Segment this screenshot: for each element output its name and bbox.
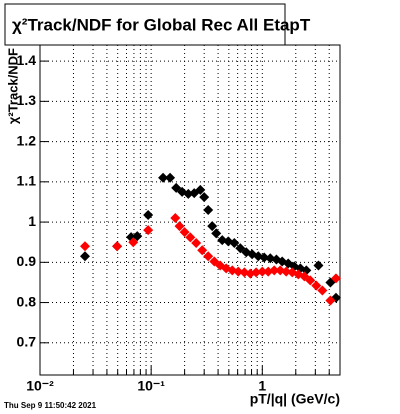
marker [207,221,218,232]
marker [311,280,322,291]
footer-date: Thu Sep 9 11:50:42 2021 [4,401,97,410]
marker [79,251,90,262]
marker [143,210,154,221]
marker [211,228,222,239]
x-tick-label: 1 [258,378,266,394]
marker [143,225,154,236]
marker [183,188,194,199]
plot-frame [39,44,341,376]
y-tick-label: 1.2 [17,132,37,148]
marker [165,172,176,183]
marker [170,213,181,224]
marker [203,205,214,215]
x-tick-label: 10⁻² [26,378,54,394]
marker [269,265,280,276]
y-tick-label: 0.9 [17,253,37,269]
y-tick-label: 1 [28,213,36,229]
marker [257,266,268,277]
marker [251,267,262,278]
y-tick-label: 1.1 [17,173,37,189]
marker [112,241,123,252]
y-tick-label: 0.7 [17,334,37,350]
marker [195,184,206,195]
x-tick-label: 10⁻¹ [137,378,165,394]
marker [179,227,190,238]
marker [229,238,240,248]
marker [325,295,336,306]
marker [174,221,185,232]
marker [191,238,202,248]
title-box [4,3,286,46]
x-axis-label: pT/|q| (GeV/c) [250,391,340,407]
marker [79,241,90,252]
marker [197,245,208,256]
marker [259,252,270,263]
marker [317,285,328,296]
marker [305,275,316,286]
marker [313,260,324,271]
marker [128,237,139,248]
marker [185,232,196,243]
marker [281,266,292,277]
marker [330,273,341,284]
marker [233,266,244,277]
marker [158,172,169,183]
y-tick-label: 1.4 [17,52,37,68]
y-tick-label: 0.8 [17,293,37,309]
y-tick-label: 1.3 [17,92,37,108]
marker [199,192,210,203]
marker [203,251,214,262]
chart-title: χ²Track/NDF for Global Rec All EtapT [12,15,311,34]
y-axis-label: χ²Track/NDF [5,48,20,124]
marker [132,231,143,242]
